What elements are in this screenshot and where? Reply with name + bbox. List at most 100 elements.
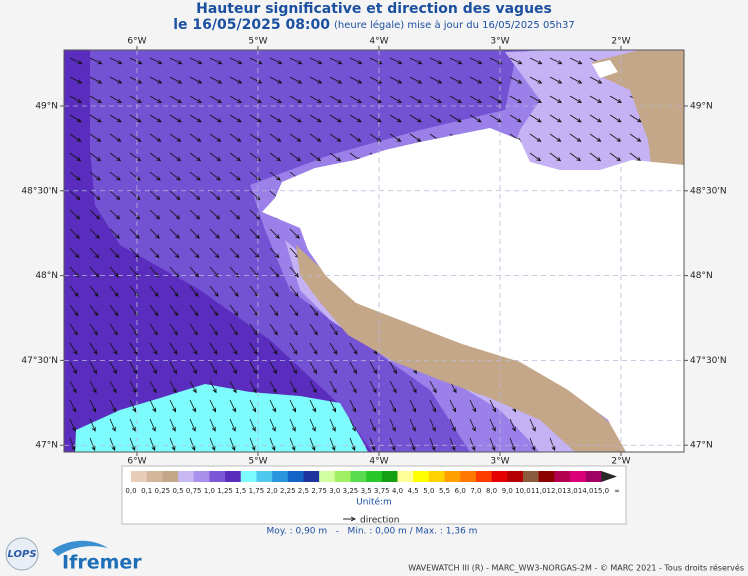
legend-label: 3,0	[329, 487, 340, 495]
legend-swatch	[381, 471, 398, 482]
legend-label: 2,75	[311, 487, 327, 495]
y-tick-label: 48°30'N	[21, 186, 58, 196]
legend-label: 3,5	[361, 487, 372, 495]
legend-label: 0,5	[172, 487, 183, 495]
graticule: 6°W 6°W 5°W 5°W 4°W 4°W 3°W 3°W 2°W 2°W 49°N 49°N 48…	[21, 37, 726, 467]
x-tick-label: 5°W	[248, 37, 267, 47]
legend-label: 3,75	[374, 487, 390, 495]
legend-label: 6,0	[455, 487, 466, 495]
legend-swatch	[444, 471, 461, 482]
color-scale: 0,0 0,1 0,25 0,5 0,75 1,0 1,25 1,5 1,75 2,0 2,25 2,…	[125, 471, 620, 495]
x-tick-label: 5°W	[248, 457, 267, 467]
legend-swatch	[240, 471, 257, 482]
credits: WAVEWATCH III (R) - MARC_WW3-NORGAS-2M -…	[408, 563, 744, 573]
legend-label: 2,25	[280, 487, 296, 495]
legend-label: 5,0	[423, 487, 434, 495]
legend-label: 0,75	[186, 487, 202, 495]
legend-swatch	[413, 471, 430, 482]
legend-swatch	[538, 471, 555, 482]
sea-cyan	[75, 384, 368, 452]
update: (heure légale) mise à jour du 16/05/2025…	[334, 19, 575, 31]
legend-swatch	[397, 471, 414, 482]
legend-swatch	[178, 471, 195, 482]
x-tick-label: 2°W	[611, 37, 630, 47]
legend-swatch	[209, 471, 226, 482]
x-tick-label: 6°W	[127, 457, 146, 467]
x-tick-label: 4°W	[369, 457, 388, 467]
legend-label: 2,0	[267, 487, 278, 495]
land	[262, 128, 684, 452]
lops-badge	[5, 537, 39, 571]
legend-swatch	[522, 471, 539, 482]
legend-swatch	[225, 471, 242, 482]
direction-arrow-head	[350, 516, 357, 522]
legend-label: 11,0	[531, 487, 547, 495]
x-tick-label: 6°W	[127, 37, 146, 47]
legend-label: 15,0	[594, 487, 610, 495]
legend-label: 1,25	[217, 487, 233, 495]
legend: 0,0 0,1 0,25 0,5 0,75 1,0 1,25 1,5 1,75 2,0 2,25 2,…	[121, 465, 627, 526]
legend-label: 0,1	[141, 487, 152, 495]
coast-north-east	[592, 50, 684, 172]
legend-label: 12,0	[546, 487, 562, 495]
coast-south	[296, 245, 626, 452]
y-tick-label: 47°30'N	[690, 356, 727, 366]
date: le 16/05/2025 08:00	[173, 17, 330, 33]
legend-swatch	[131, 471, 147, 482]
legend-swatch	[272, 471, 289, 482]
ifremer-logo: Ifremer	[52, 540, 142, 574]
legend-label: 10,0	[515, 487, 531, 495]
legend-swatch	[319, 471, 336, 482]
y-tick-label: 48°N	[35, 271, 58, 281]
legend-swatch	[507, 471, 524, 482]
legend-swatch	[601, 471, 617, 482]
legend-label: 14,0	[578, 487, 594, 495]
legend-label: 1,0	[204, 487, 215, 495]
legend-swatch	[193, 471, 210, 482]
x-tick-label: 4°W	[369, 37, 388, 47]
legend-label: 3,25	[343, 487, 359, 495]
legend-label: 0,0	[125, 487, 136, 495]
y-tick-label: 47°N	[690, 441, 713, 451]
stats: Moy. : 0,90 m - Min. : 0,00 m / Max. : 1…	[267, 527, 478, 537]
legend-swatch	[146, 471, 163, 482]
y-tick-label: 47°30'N	[21, 356, 58, 366]
legend-swatch	[428, 471, 445, 482]
x-tick-label: 2°W	[611, 457, 630, 467]
y-tick-label: 47°N	[35, 441, 58, 451]
y-tick-label: 49°N	[35, 101, 58, 111]
ifremer-wave	[52, 540, 108, 556]
legend-label: 9,0	[502, 487, 513, 495]
legend-swatch	[287, 471, 304, 482]
legend-swatch	[303, 471, 320, 482]
legend-label: 7,0	[470, 487, 481, 495]
subtitle: le 16/05/2025 08:00 (heure légale) mise à…	[173, 17, 575, 33]
legend-label: 4,0	[392, 487, 403, 495]
legend-direction: direction	[360, 516, 399, 526]
legend-swatch	[256, 471, 273, 482]
legend-swatch	[475, 471, 492, 482]
y-tick-label: 48°N	[690, 271, 713, 281]
legend-label: 1,5	[235, 487, 246, 495]
lops-logo: LOPS	[5, 537, 39, 571]
legend-swatch	[162, 471, 179, 482]
x-tick-label: 3°W	[490, 457, 509, 467]
legend-label: 4,5	[408, 487, 419, 495]
map: 6°W 6°W 5°W 5°W 4°W 4°W 3°W 3°W 2°W 2°W 49°N 49°N 48…	[21, 37, 726, 467]
y-tick-label: 49°N	[690, 101, 713, 111]
legend-swatch	[460, 471, 477, 482]
legend-swatch	[366, 471, 383, 482]
legend-swatch	[585, 471, 602, 482]
ifremer-text: Ifremer	[62, 552, 142, 574]
legend-label: 8,0	[486, 487, 497, 495]
legend-label: 13,0	[562, 487, 578, 495]
legend-label: 2,5	[298, 487, 309, 495]
y-tick-label: 48°30'N	[690, 186, 727, 196]
legend-swatch	[334, 471, 351, 482]
legend-swatch	[350, 471, 367, 482]
island	[592, 60, 618, 78]
legend-swatch	[491, 471, 508, 482]
